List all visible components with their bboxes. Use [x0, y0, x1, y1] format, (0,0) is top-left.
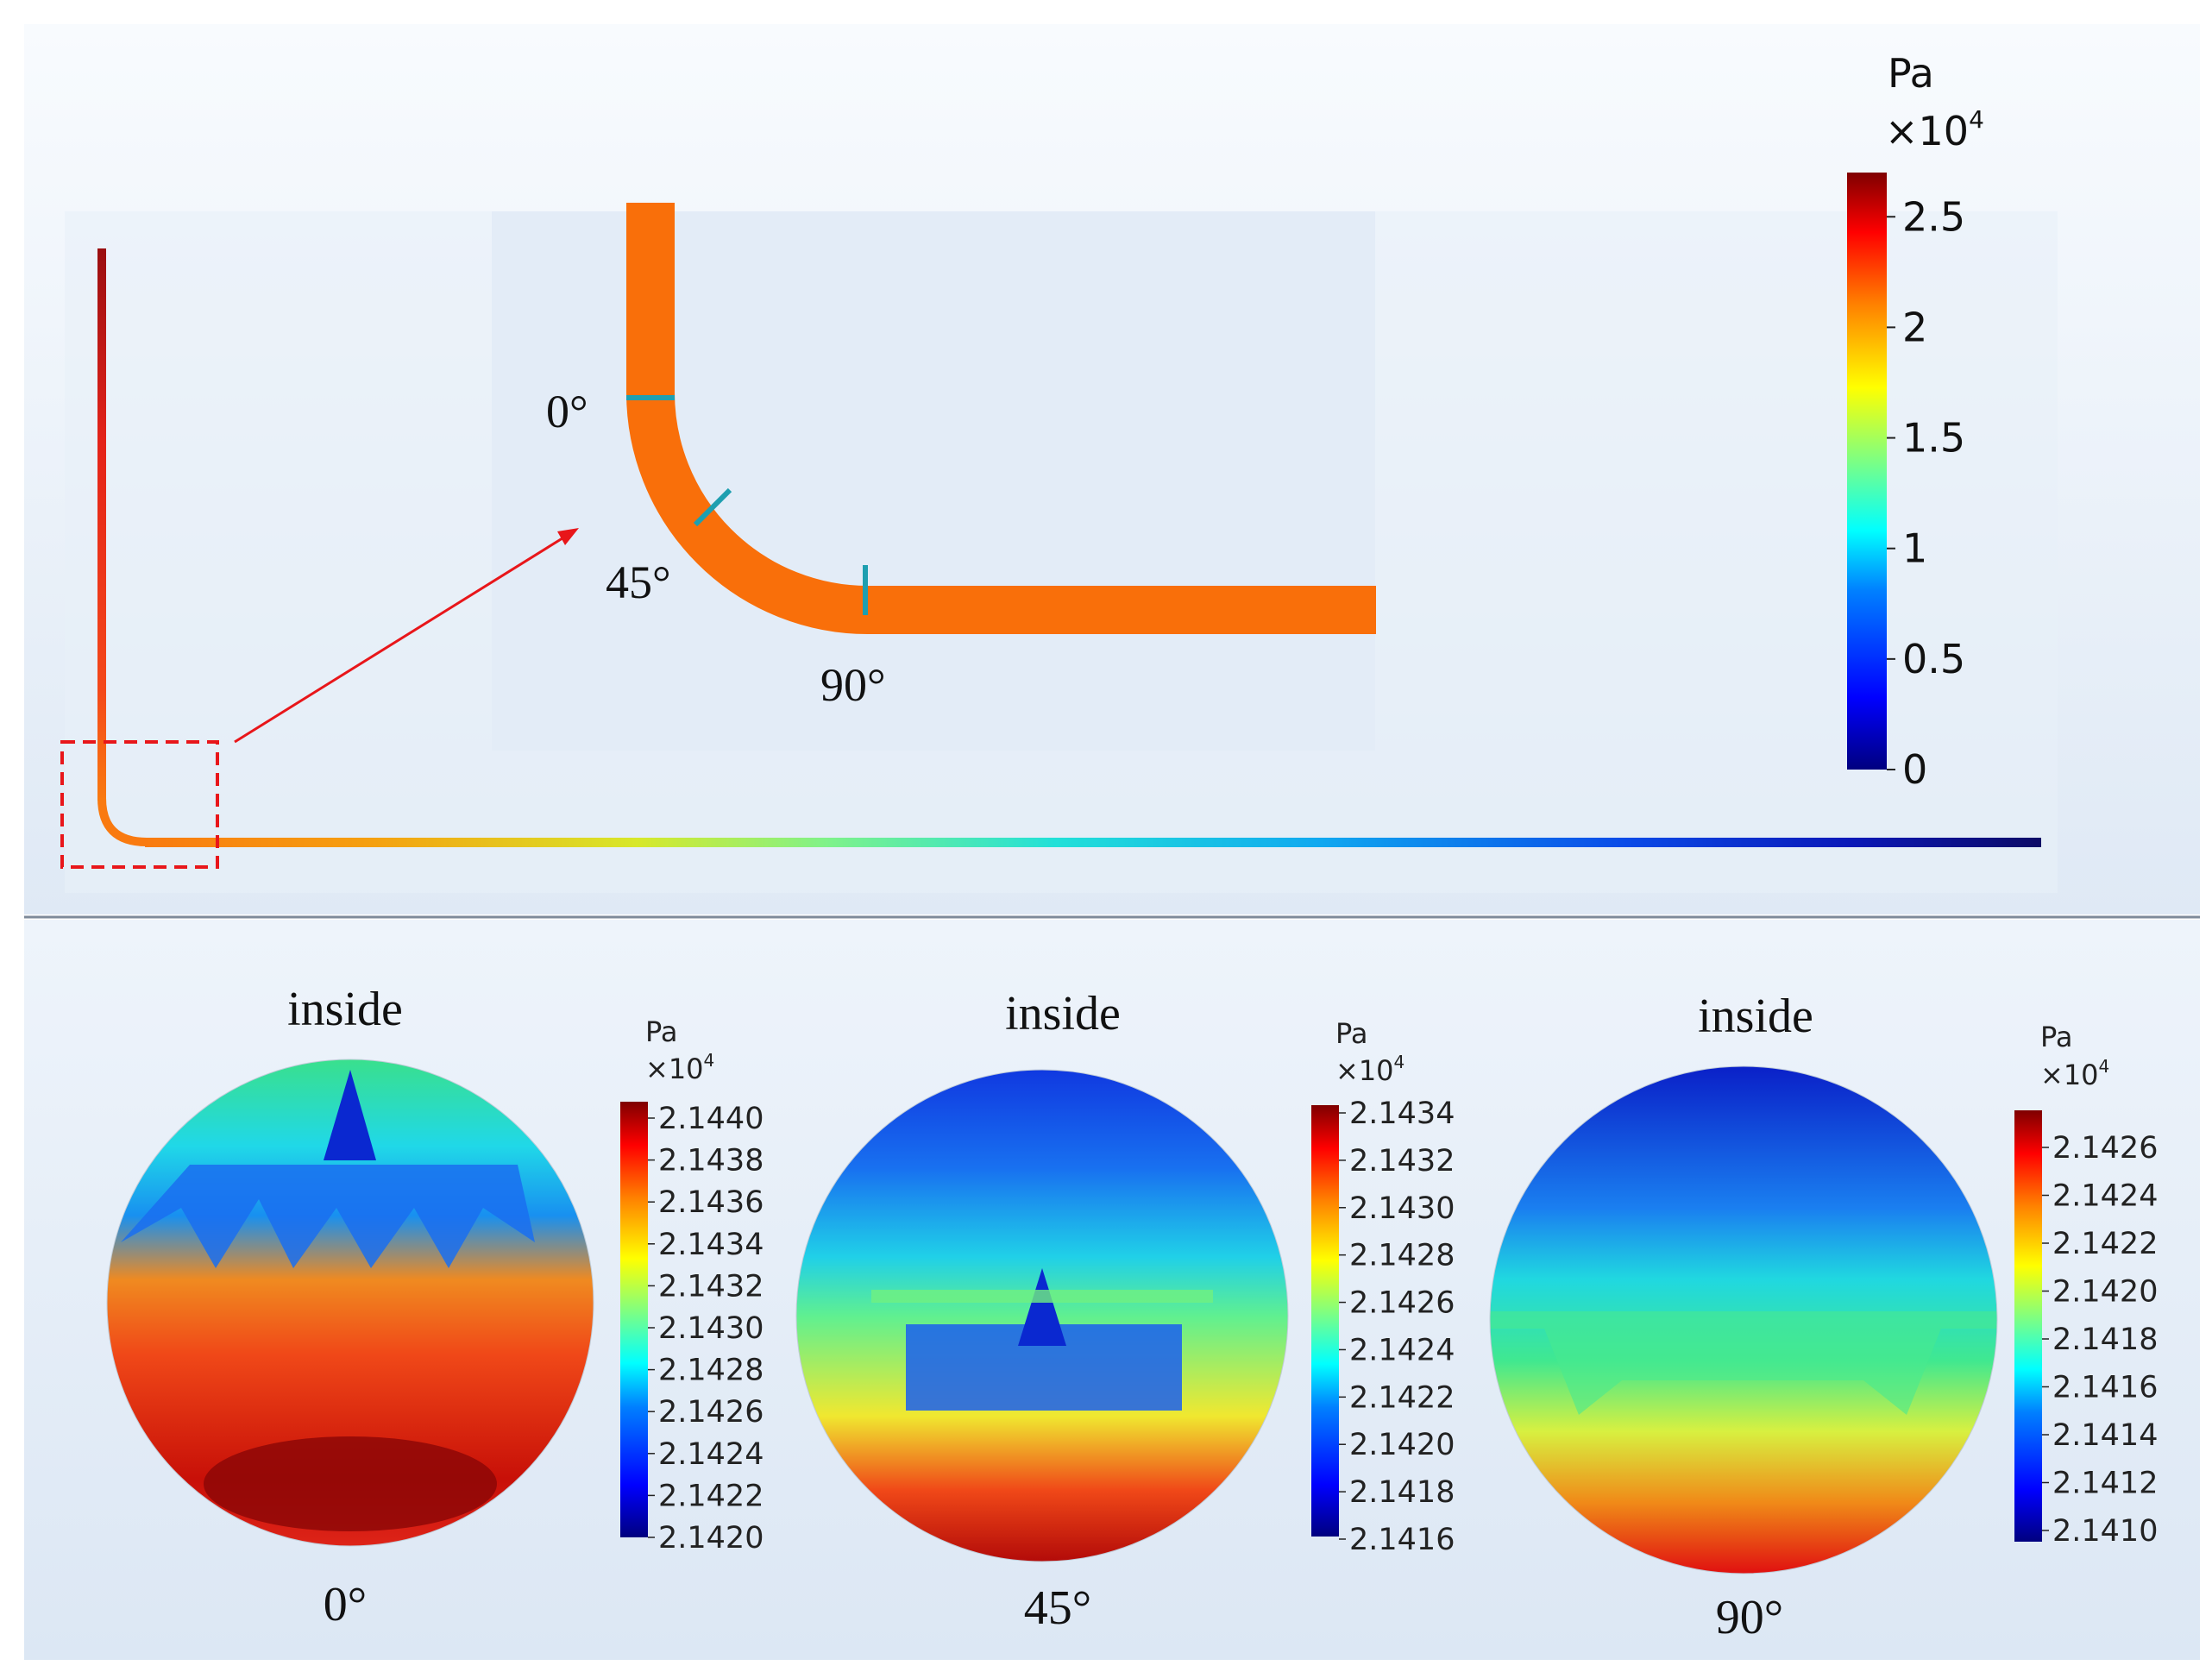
section-0-max-core — [204, 1436, 497, 1531]
section-0-angle-label: 0° — [324, 1578, 367, 1631]
section-colorbar-tick-label: 2.1424 — [2052, 1179, 2158, 1214]
section-colorbar-tick-label: 2.1438 — [658, 1144, 764, 1178]
section-colorbar-tick-label: 2.1436 — [658, 1185, 764, 1220]
zoom-inset-background — [492, 211, 1375, 751]
section-colorbar-tick-label: 2.1430 — [1349, 1191, 1455, 1226]
section-colorbar-tick-label: 2.1432 — [1349, 1144, 1455, 1178]
section-colorbar-tick-label: 2.1434 — [1349, 1097, 1455, 1131]
section-0-top-spike — [324, 1070, 376, 1160]
zoom-angle-label-0: 0° — [546, 386, 588, 437]
section-45-colorbar — [1311, 1105, 1339, 1537]
section-colorbar-tick-label: 2.1420 — [1349, 1428, 1455, 1462]
section-colorbar-tick-label: 2.1422 — [2052, 1227, 2158, 1261]
main-colorbar-tick-label: 2 — [1902, 304, 1927, 350]
section-colorbar-tick-label: 2.1424 — [658, 1437, 764, 1472]
section-45-disc-outline — [795, 1069, 1289, 1562]
section-45-center-spike — [1018, 1268, 1066, 1346]
section-colorbar-tick-label: 2.1416 — [1349, 1523, 1455, 1557]
section-colorbar-tick-label: 2.1426 — [658, 1395, 764, 1430]
section-colorbar-tick-label: 2.1428 — [658, 1354, 764, 1388]
main-colorbar-multiplier: ×104 — [1885, 105, 1984, 154]
main-colorbar-tick-label: 2.5 — [1902, 193, 1965, 240]
zoom-region-box — [60, 740, 219, 869]
section-colorbar-tick-label: 2.1416 — [2052, 1371, 2158, 1405]
section-0-inside-label: inside — [287, 983, 403, 1036]
section-colorbar-tick-label: 2.1428 — [1349, 1239, 1455, 1273]
full-pipe — [97, 248, 2041, 847]
pipe-horizontal-segment — [145, 838, 2041, 847]
section-0-disc-outline — [106, 1059, 594, 1547]
section-0-multiplier: ×104 — [645, 1050, 714, 1085]
section-45-inside-label: inside — [1005, 987, 1121, 1040]
main-colorbar: Pa ×104 2.5 2 1.5 1 0.5 0 — [1847, 50, 1984, 793]
section-colorbar-tick-label: 2.1418 — [2052, 1323, 2158, 1357]
section-colorbar-tick-label: 2.1440 — [658, 1102, 764, 1136]
section-0-colorbar — [620, 1102, 648, 1537]
section-colorbar-tick-label: 2.1426 — [1349, 1286, 1455, 1321]
section-colorbar-tick-label: 2.1418 — [1349, 1475, 1455, 1510]
section-colorbar-tick-label: 2.1422 — [658, 1479, 764, 1513]
zoomed-pipe-elbow — [626, 203, 1376, 634]
cross-section-45: inside 45° Pa ×104 2.1434 2.1432 2.1430 2.1… — [795, 987, 1455, 1635]
main-colorbar-tick-label: 1.5 — [1902, 415, 1965, 462]
section-colorbar-tick-label: 2.1432 — [658, 1269, 764, 1304]
main-colorbar-unit: Pa — [1888, 50, 1934, 97]
section-colorbar-tick-label: 2.1420 — [2052, 1275, 2158, 1310]
section-90-green-band — [1490, 1311, 1997, 1415]
section-90-disc-outline — [1489, 1065, 1998, 1574]
main-colorbar-tick-label: 0 — [1902, 746, 1927, 793]
section-90-unit: Pa — [2040, 1021, 2072, 1053]
section-colorbar-tick-label: 2.1424 — [1349, 1333, 1455, 1367]
section-0-unit: Pa — [645, 1015, 677, 1048]
section-colorbar-tick-label: 2.1430 — [658, 1311, 764, 1346]
zoomed-pipe-body — [626, 203, 1376, 634]
cross-section-0: inside 0° Pa ×104 2.1440 2.1438 2.1436 2.14… — [106, 983, 764, 1631]
main-colorbar-tick-label: 0.5 — [1902, 636, 1965, 682]
section-90-angle-label: 90° — [1716, 1591, 1783, 1644]
section-colorbar-tick-label: 2.1412 — [2052, 1467, 2158, 1501]
main-colorbar-tick-label: 1 — [1902, 525, 1927, 572]
zoom-angle-label-45: 45° — [606, 556, 671, 608]
section-0-low-zone — [121, 1165, 535, 1268]
pipe-elbow — [97, 797, 148, 846]
section-90-inside-label: inside — [1698, 990, 1813, 1043]
section-colorbar-tick-label: 2.1414 — [2052, 1418, 2158, 1453]
zoom-arrow-line — [234, 535, 566, 744]
zoom-angle-label-90: 90° — [820, 659, 886, 711]
main-colorbar-gradient — [1847, 173, 1887, 770]
section-colorbar-tick-label: 2.1420 — [658, 1521, 764, 1555]
section-colorbar-tick-label: 2.1410 — [2052, 1514, 2158, 1549]
section-45-green-ring — [871, 1290, 1213, 1303]
cross-section-90: inside 90° Pa ×104 2.1426 2.1424 2.1422 2.1… — [1489, 990, 2158, 1644]
zoom-arrow-head — [557, 528, 579, 545]
section-marker-45 — [693, 487, 732, 527]
pipe-vertical-segment — [97, 248, 106, 801]
section-colorbar-tick-label: 2.1426 — [2052, 1131, 2158, 1166]
section-90-colorbar — [2014, 1110, 2042, 1542]
section-colorbar-tick-label: 2.1422 — [1349, 1380, 1455, 1415]
section-45-multiplier: ×104 — [1335, 1052, 1404, 1087]
section-90-multiplier: ×104 — [2040, 1056, 2109, 1091]
section-45-unit: Pa — [1335, 1017, 1367, 1050]
section-colorbar-tick-label: 2.1434 — [658, 1228, 764, 1262]
section-45-angle-label: 45° — [1024, 1581, 1091, 1635]
